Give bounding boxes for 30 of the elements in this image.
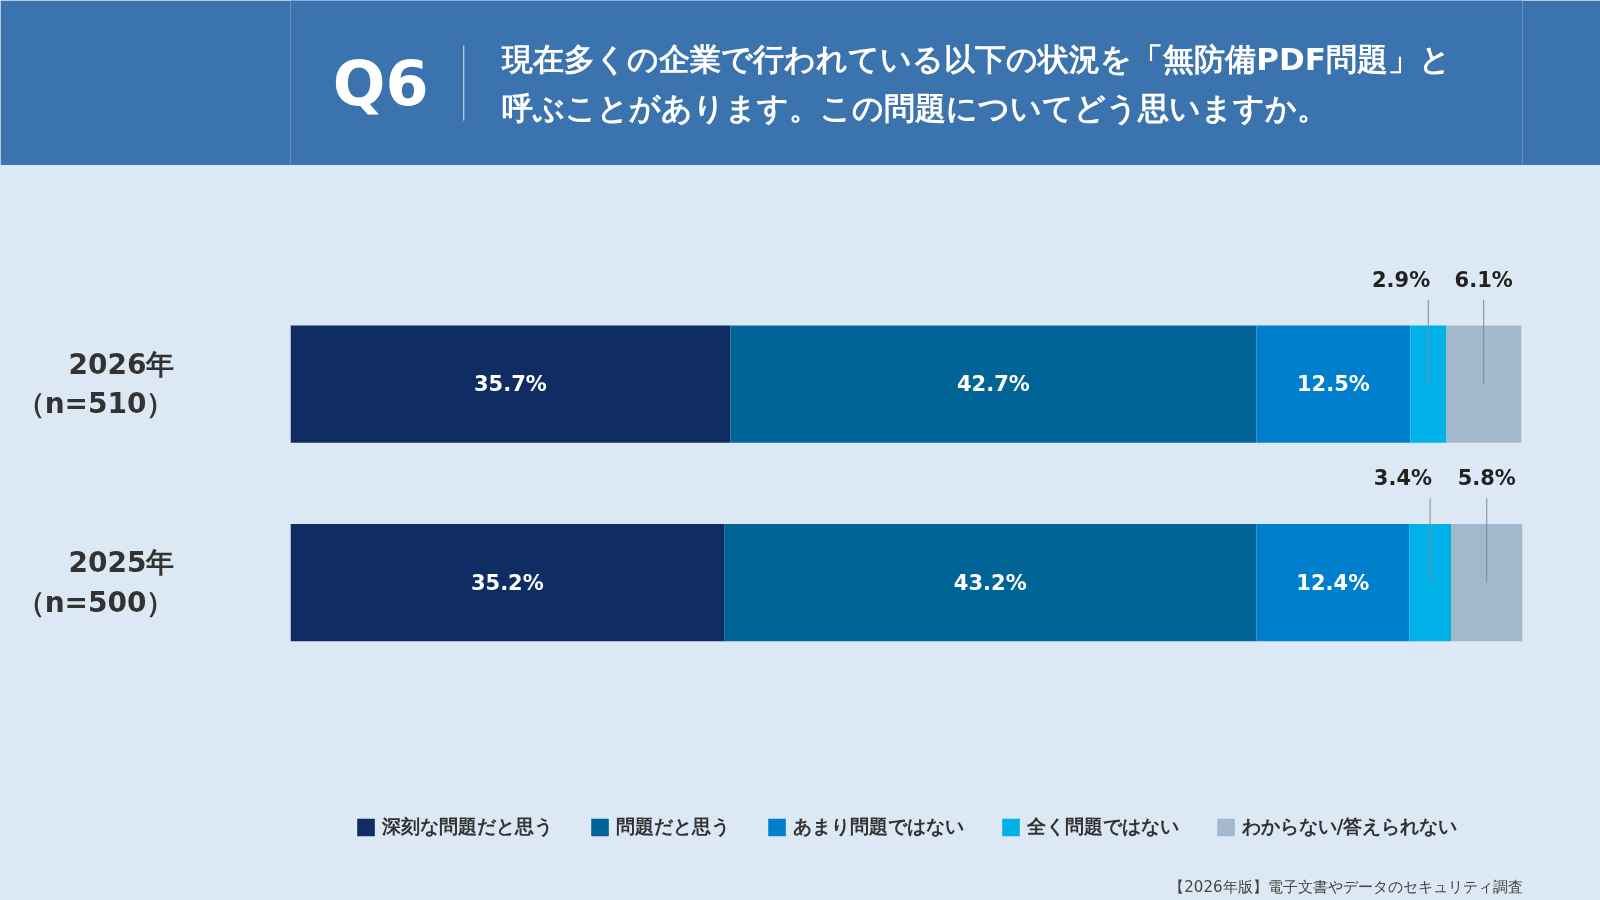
data-label: 2.9%: [1372, 267, 1431, 292]
bar: [1256, 325, 1411, 443]
bar: [1451, 524, 1523, 642]
data-label: 3.4%: [1373, 466, 1433, 491]
legend-label: わからない/答えられない: [1241, 814, 1458, 839]
data-label: 35.7%: [473, 372, 547, 397]
data-label: 35.2%: [470, 570, 544, 595]
chart-title: Q6: [332, 47, 429, 120]
bar: [1446, 325, 1522, 443]
data-label: 42.7%: [956, 372, 1030, 397]
data-label: 43.2%: [953, 570, 1027, 595]
data-label: 6.1%: [1454, 267, 1513, 292]
bar: [1409, 524, 1452, 642]
bar: [730, 325, 1257, 443]
text: 【2026年版】電子文書やデータのセキュリティ調査: [1169, 877, 1523, 896]
bar: [1256, 524, 1410, 642]
legend-label: 問題だと思う: [615, 814, 730, 839]
bar: [290, 524, 725, 642]
data-label: 5.8%: [1457, 466, 1516, 491]
bar: [290, 325, 731, 443]
bar: [1410, 325, 1447, 443]
legend-label: あまり問題ではない: [792, 814, 964, 839]
y-tick-label: 2025年（n=500）: [16, 546, 175, 619]
legend-label: 深刻な問題だと思う: [381, 814, 553, 839]
data-label: 12.5%: [1296, 372, 1370, 397]
chart-subtitle: 現在多くの企業で行われている以下の状況を「無防備PDF問題」と呼ぶことがあります。この問題についてどう思いますか。: [501, 41, 1451, 126]
y-tick-label: 2026年（n=510）: [16, 347, 175, 421]
data-label: 12.4%: [1296, 570, 1370, 595]
legend-label: 全く問題ではない: [1026, 814, 1179, 839]
bar: [724, 524, 1257, 642]
